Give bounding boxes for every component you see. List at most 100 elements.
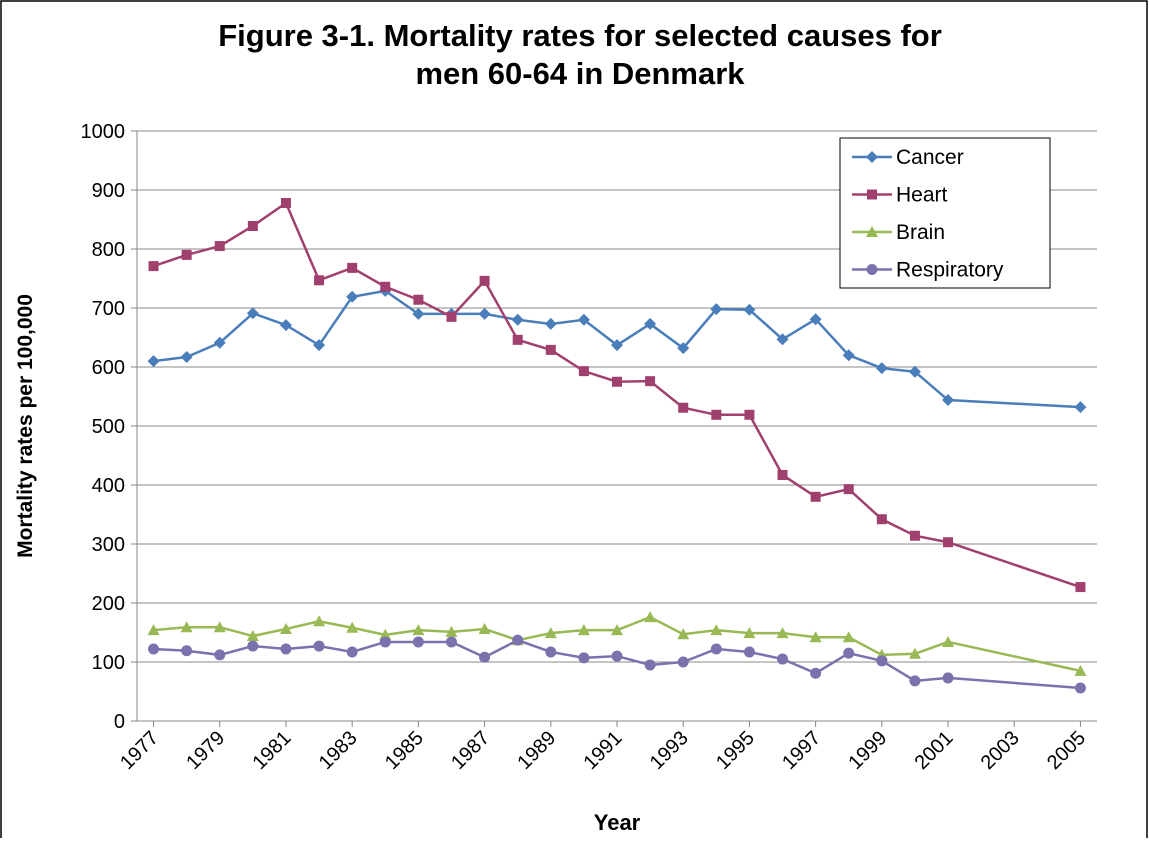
marker — [876, 514, 887, 525]
marker — [478, 307, 491, 320]
y-tick-label: 400 — [92, 475, 125, 497]
marker — [148, 643, 160, 655]
marker — [843, 484, 854, 495]
marker — [181, 645, 193, 657]
marker — [809, 631, 822, 643]
marker — [147, 355, 160, 368]
marker — [776, 333, 789, 346]
marker — [744, 409, 755, 420]
marker — [313, 339, 326, 352]
y-tick-label: 700 — [92, 298, 125, 320]
marker — [180, 621, 193, 633]
chart-subtitle: men 60-64 in Denmark — [415, 56, 745, 91]
marker — [148, 261, 159, 272]
marker — [544, 627, 557, 639]
x-tick-label: 1985 — [381, 727, 428, 774]
marker — [866, 151, 878, 163]
marker — [214, 241, 225, 252]
legend-label: Cancer — [896, 146, 964, 169]
marker — [843, 647, 855, 659]
marker — [412, 307, 425, 320]
marker — [181, 249, 192, 260]
marker — [677, 628, 690, 640]
x-tick-label: 1991 — [580, 727, 627, 774]
marker — [313, 640, 325, 652]
x-tick-label: 1989 — [513, 727, 560, 774]
marker — [942, 394, 955, 407]
marker — [346, 646, 358, 658]
marker — [213, 621, 226, 633]
marker — [644, 611, 657, 623]
marker — [478, 622, 491, 634]
marker — [280, 643, 292, 655]
x-tick-label: 1997 — [778, 727, 825, 774]
marker — [776, 627, 789, 639]
marker — [875, 362, 888, 375]
legend-label: Brain — [896, 221, 945, 244]
marker — [645, 376, 656, 387]
series-line — [153, 615, 1081, 673]
x-axis-label: Year — [594, 810, 641, 835]
marker — [214, 649, 226, 661]
x-tick-label: 1995 — [712, 727, 759, 774]
marker — [612, 376, 622, 387]
marker — [908, 365, 921, 378]
marker — [347, 262, 358, 273]
marker — [677, 656, 689, 668]
marker — [577, 313, 590, 326]
marker — [777, 469, 788, 480]
y-tick-label: 600 — [92, 357, 125, 379]
x-tick-label: 1993 — [646, 727, 693, 774]
marker — [446, 311, 457, 322]
x-tick-label: 1977 — [116, 727, 163, 774]
marker — [711, 409, 722, 420]
marker — [412, 624, 425, 636]
x-tick-label: 1981 — [248, 727, 295, 774]
marker — [743, 627, 756, 639]
y-tick-label: 500 — [92, 416, 125, 438]
marker — [809, 313, 822, 326]
y-axis-label: Mortality rates per 100,000 — [14, 294, 37, 558]
x-tick-label: 1983 — [315, 727, 362, 774]
x-tick-label: 2003 — [977, 727, 1024, 774]
marker — [942, 672, 954, 684]
marker — [412, 636, 424, 648]
marker — [247, 640, 259, 652]
marker — [147, 624, 160, 636]
marker — [180, 350, 193, 363]
marker — [1074, 682, 1086, 694]
marker — [710, 303, 723, 316]
marker — [379, 628, 392, 640]
marker — [445, 625, 458, 637]
x-tick-label: 2001 — [911, 727, 958, 774]
x-tick-label: 1987 — [447, 727, 494, 774]
marker — [213, 336, 226, 349]
series-line — [153, 289, 1081, 409]
marker — [909, 675, 921, 687]
y-tick-label: 800 — [92, 239, 125, 261]
marker — [866, 226, 878, 237]
marker — [379, 636, 391, 648]
marker — [908, 647, 921, 659]
marker — [644, 659, 656, 671]
marker — [743, 646, 755, 658]
marker — [611, 650, 623, 662]
marker — [943, 537, 954, 548]
marker — [578, 366, 589, 377]
marker — [842, 349, 855, 362]
marker — [511, 313, 524, 326]
marker — [577, 624, 590, 636]
y-tick-label: 100 — [92, 652, 125, 674]
marker — [942, 635, 955, 647]
marker — [280, 197, 291, 208]
marker — [479, 275, 490, 286]
marker — [867, 189, 877, 200]
marker — [413, 294, 424, 305]
y-tick-label: 200 — [92, 593, 125, 615]
x-tick-label: 1999 — [844, 727, 891, 774]
marker — [246, 307, 259, 320]
chart-title: Figure 3-1. Mortality rates for selected… — [218, 18, 942, 53]
marker — [777, 653, 789, 665]
